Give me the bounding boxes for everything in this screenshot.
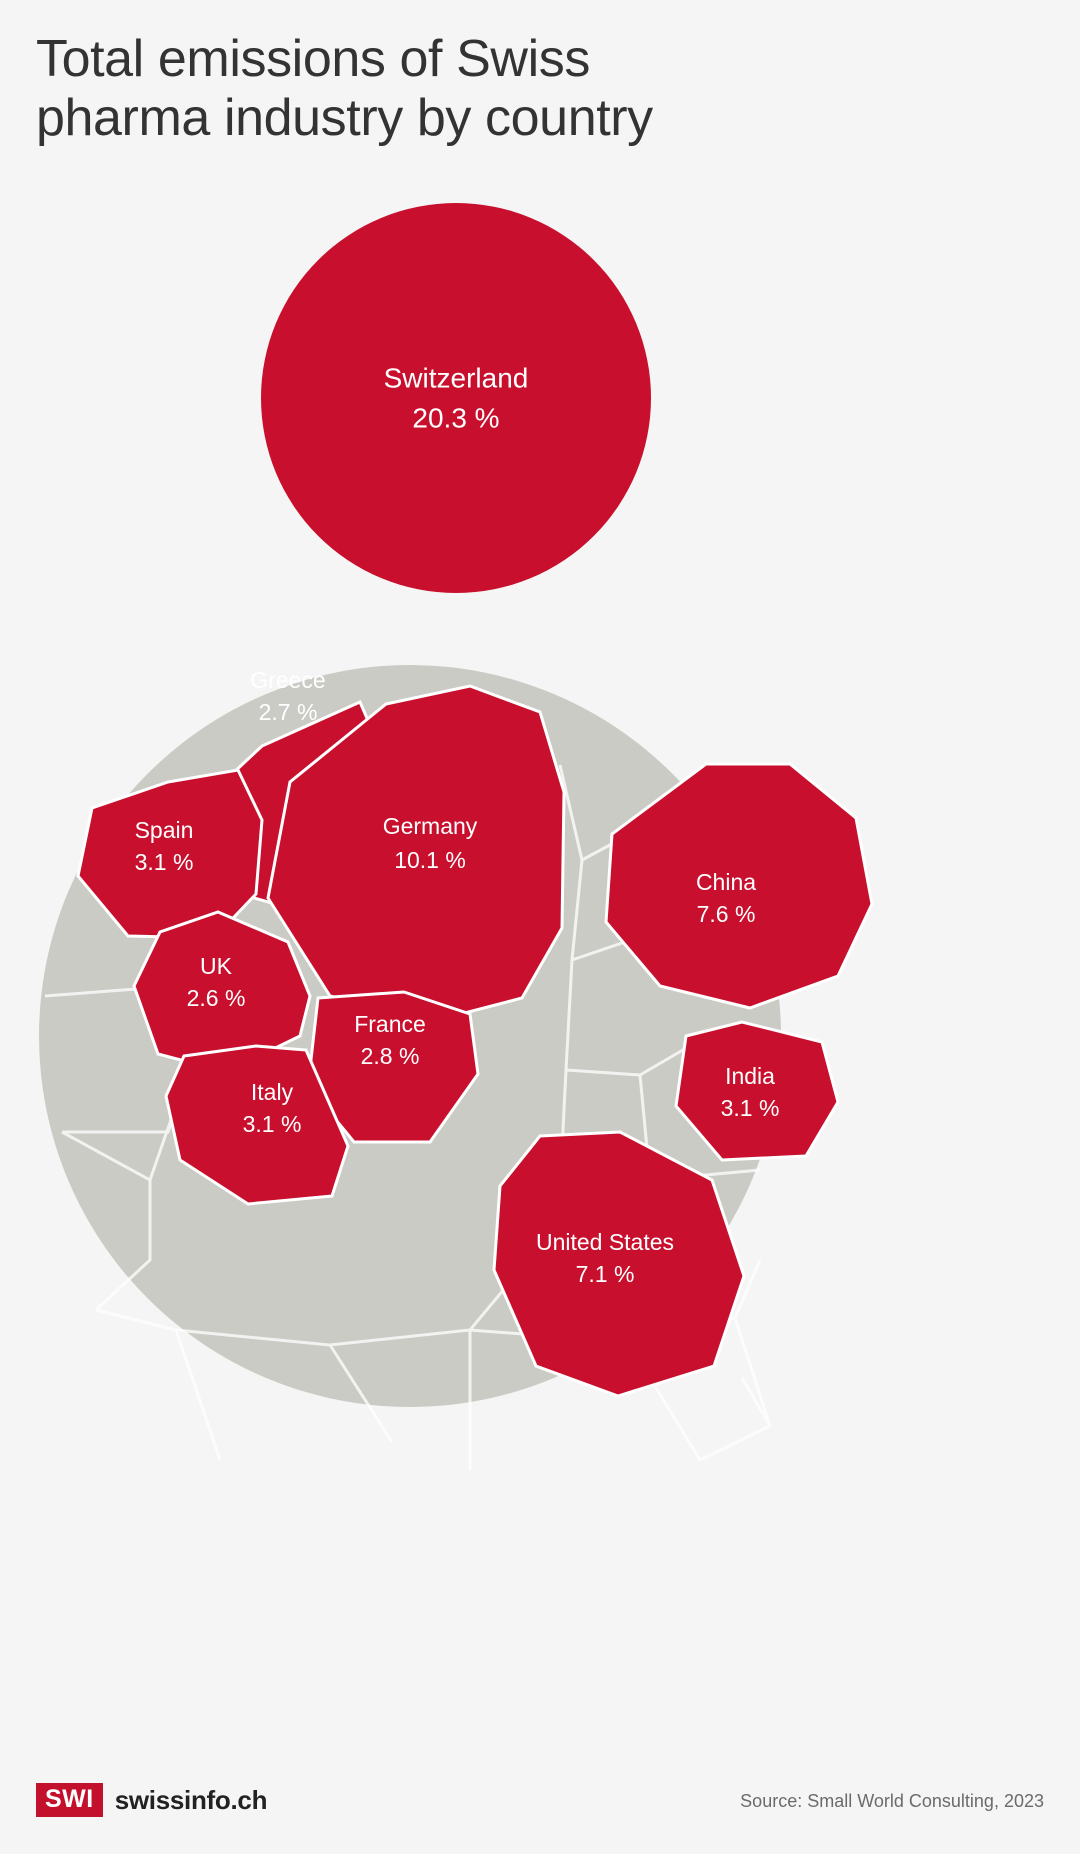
source-note: Source: Small World Consulting, 2023 bbox=[740, 1791, 1044, 1811]
china-polygon bbox=[604, 762, 874, 1010]
cluster-group: Greece 2.7 % Germany 10.1 % Spain 3.1 % bbox=[39, 665, 874, 1470]
germany-polygon bbox=[266, 684, 566, 1024]
italy-polygon bbox=[164, 1044, 350, 1206]
swissinfo-logo[interactable]: SWI swissinfo.ch bbox=[36, 1782, 267, 1818]
logo-divider bbox=[102, 1783, 105, 1817]
page-title: Total emissions of Swiss pharma industry… bbox=[36, 30, 653, 148]
switzerland-circle bbox=[261, 203, 651, 593]
cell-switzerland[interactable]: Switzerland 20.3 % bbox=[261, 203, 651, 593]
logo-wordmark: swissinfo.ch bbox=[114, 1784, 268, 1815]
footer: SWI swissinfo.ch Source: Small World Con… bbox=[0, 1744, 1080, 1854]
chart-container: Switzerland 20.3 % bbox=[0, 170, 1080, 1470]
united-states-polygon bbox=[492, 1130, 746, 1398]
voronoi-treemap: Switzerland 20.3 % bbox=[39, 203, 874, 1470]
india-polygon bbox=[674, 1020, 840, 1162]
logo-badge-swi: SWI bbox=[36, 1783, 103, 1817]
